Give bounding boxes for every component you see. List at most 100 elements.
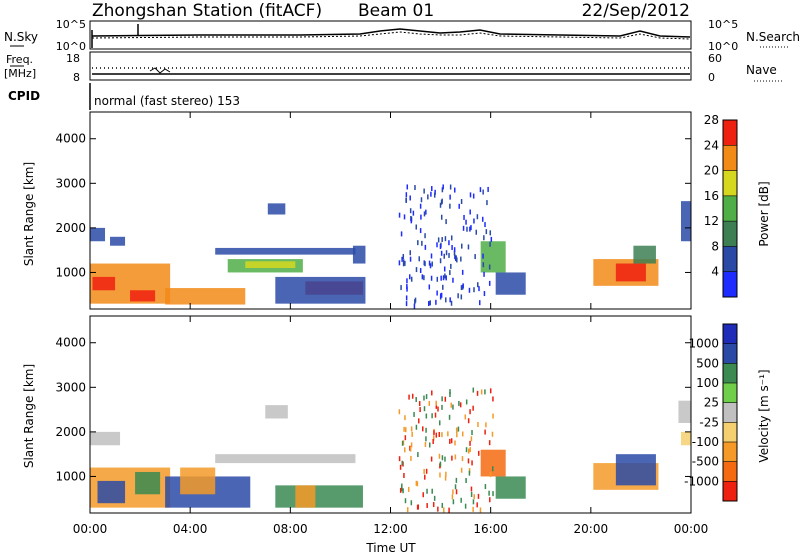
velocity-scatter-echo	[438, 431, 441, 437]
velocity-colorbar-segment	[723, 442, 737, 462]
power-scatter-echo	[415, 224, 418, 230]
power-scatter-echo	[451, 245, 453, 251]
velocity-scatter-echo	[439, 461, 442, 467]
velocity-scatter-echo	[464, 414, 467, 420]
power-scatter-echo	[488, 280, 491, 286]
power-scatter-echo	[435, 299, 437, 305]
velocity-scatter-echo	[423, 395, 425, 401]
power-scatter-echo	[440, 250, 443, 256]
velocity-scatter-echo	[404, 498, 407, 504]
velocity-scatter-echo	[431, 413, 433, 419]
power-scatter-echo	[469, 209, 471, 215]
velocity-scatter-echo	[476, 502, 478, 508]
velocity-scatter-echo	[401, 460, 403, 466]
power-scatter-echo	[462, 225, 465, 231]
power-scatter-echo	[470, 225, 472, 231]
power-scatter-echo	[400, 231, 403, 237]
power-scatter-echo	[420, 214, 422, 220]
noise-sky-trace	[91, 28, 691, 38]
power-scatter-echo	[414, 299, 416, 305]
velocity-scatter-echo	[417, 452, 419, 458]
velocity-scatter-echo	[399, 487, 402, 493]
velocity-scatter-echo	[454, 484, 457, 490]
mode-label: normal (fast stereo) 153	[94, 94, 240, 108]
power-scatter-echo	[448, 240, 450, 246]
velocity-colorbar-frame	[722, 323, 738, 502]
velocity-echo-region	[275, 485, 363, 508]
velocity-scatter-echo	[415, 480, 418, 486]
velocity-scatter-echo	[433, 430, 435, 436]
power-scatter-echo	[460, 294, 463, 300]
velocity-scatter-echo	[449, 438, 451, 444]
velocity-scatter-echo	[432, 435, 435, 441]
power-scatter-echo	[439, 202, 442, 208]
power-scatter-echo	[458, 203, 460, 209]
velocity-ytick-label: 1000	[55, 469, 86, 483]
velocity-scatter-echo	[413, 411, 415, 417]
velocity-scatter-echo	[416, 504, 419, 510]
velocity-scatter-echo	[488, 490, 490, 496]
noise-search-label: N.Search	[746, 30, 800, 44]
velocity-colorbar-segment	[723, 481, 737, 501]
velocity-scatter-echo	[441, 404, 443, 410]
power-scatter-echo	[423, 211, 426, 217]
velocity-scatter-echo	[471, 430, 473, 436]
velocity-scatter-echo	[398, 456, 401, 462]
velocity-scatter-echo	[472, 499, 475, 505]
power-scatter-echo	[472, 193, 475, 199]
velocity-scatter-echo	[434, 412, 437, 418]
velocity-colorbar-tick-label: 100	[696, 376, 719, 390]
power-scatter-echo	[425, 209, 427, 215]
velocity-scatter-echo	[464, 503, 467, 509]
velocity-scatter-echo	[403, 472, 405, 478]
power-scatter-echo	[442, 184, 444, 190]
power-colorbar-segment	[723, 246, 737, 272]
velocity-scatter-echo	[439, 472, 441, 478]
velocity-scatter-echo	[430, 456, 433, 462]
velocity-scatter-echo	[407, 486, 410, 492]
power-scatter-echo	[461, 243, 463, 249]
power-scatter-echo	[462, 283, 464, 289]
velocity-scatter-echo	[491, 466, 494, 472]
velocity-scatter-echo	[472, 405, 474, 411]
power-scatter-echo	[424, 244, 427, 250]
velocity-scatter-echo	[465, 447, 468, 453]
power-scatter-echo	[450, 235, 453, 241]
velocity-scatter-echo	[441, 502, 444, 508]
velocity-scatter-echo	[470, 492, 473, 498]
power-scatter-echo	[436, 276, 439, 282]
velocity-scatter-echo	[426, 488, 428, 494]
velocity-scatter-echo	[467, 448, 470, 454]
velocity-colorbar-label: Velocity [m s⁻¹]	[757, 369, 771, 462]
velocity-echo-region	[265, 405, 288, 419]
power-scatter-echo	[449, 203, 451, 209]
power-scatter-echo	[424, 233, 426, 239]
power-colorbar-segment	[723, 195, 737, 222]
power-scatter-echo	[453, 250, 456, 256]
velocity-scatter-echo	[477, 422, 479, 428]
velocity-colorbar-tick-label: -25	[699, 415, 719, 429]
power-echo-region	[495, 272, 526, 295]
velocity-scatter-echo	[444, 475, 447, 481]
velocity-scatter-echo	[452, 499, 455, 505]
power-echo-region	[215, 247, 356, 255]
velocity-scatter-echo	[422, 492, 424, 498]
power-echo-region	[267, 203, 286, 215]
velocity-scatter-echo	[444, 456, 446, 462]
power-scatter-echo	[483, 291, 486, 297]
velocity-scatter-echo	[491, 431, 494, 437]
power-scatter-echo	[419, 203, 422, 209]
power-scatter-echo	[481, 216, 484, 222]
power-scatter-echo	[486, 200, 488, 206]
power-scatter-echo	[445, 297, 447, 303]
power-scatter-echo	[409, 195, 411, 201]
power-echo-region	[130, 290, 156, 302]
power-scatter-echo	[428, 284, 431, 290]
power-scatter-echo	[413, 303, 416, 309]
power-scatter-echo	[419, 228, 422, 234]
velocity-scatter-echo	[402, 488, 404, 494]
velocity-scatter-echo	[477, 450, 480, 456]
power-scatter-echo	[405, 197, 407, 203]
velocity-scatter-echo	[472, 506, 474, 512]
